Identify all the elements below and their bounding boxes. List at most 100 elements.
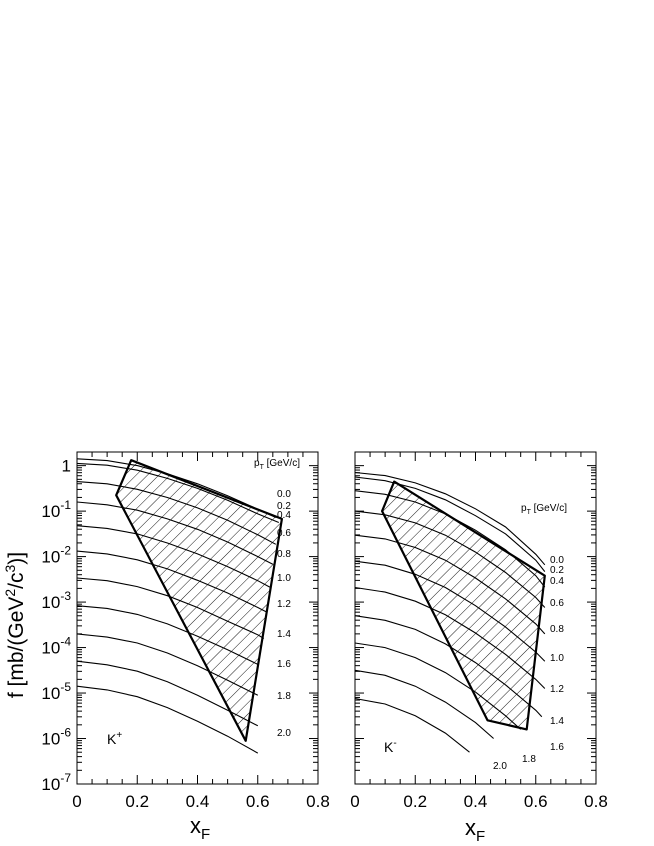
kminus-hatched-region — [381, 480, 546, 731]
kminus-plot-frame — [354, 451, 597, 785]
kminus-curve-label-1.6: 1.6 — [550, 742, 564, 753]
kminus-curve-pt-0.2 — [354, 476, 546, 572]
kminus-x-axis-title-sub: F — [476, 828, 485, 845]
kplus-curve-label-0.4: 0.4 — [277, 510, 291, 521]
kplus-ticks: 0 0.2 0.4 0.6 0.8110-110-210-310-410-510-610… — [41, 452, 330, 811]
kplus-panel: 0 0.2 0.4 0.6 0.8110-110-210-310-410-510-610… — [41, 451, 330, 843]
kplus-x-tick-label: 0.4 — [186, 792, 210, 811]
kplus-x-tick-label: 0.2 — [125, 792, 149, 811]
kplus-curve-label-0.2: 0.2 — [277, 501, 291, 512]
y-tick-label: 1 — [62, 457, 71, 476]
kminus-curves — [354, 471, 546, 753]
kplus-curve-pt-2.0 — [76, 685, 259, 754]
kplus-curve-pt-1.0 — [76, 550, 268, 613]
kminus-curve-pt-0.4 — [354, 490, 546, 588]
y-axis-title: f [mb/(GeV2/c3)] — [2, 552, 28, 698]
kminus-curve-label-0.8: 0.8 — [550, 624, 564, 635]
kplus-curve-labels: 0.00.20.4 0.6 0.8 1.0 1.2 1.4 1.6 1.8 2.0 — [277, 489, 291, 739]
kplus-curves — [76, 458, 280, 754]
kplus-curve-pt-0.6 — [76, 501, 274, 565]
kplus-curve-label-1.4: 1.4 — [277, 629, 291, 640]
y-tick-label: 10-5 — [41, 680, 71, 703]
kplus-particle-sup: + — [116, 730, 122, 741]
kplus-curve-label-1.0: 1.0 — [277, 573, 291, 584]
y-axis-title-mid: /c — [5, 572, 28, 588]
kplus-x-axis-title-base: x — [190, 813, 201, 838]
kminus-curve-pt-1.2 — [354, 586, 546, 689]
kplus-x-tick-label: 0.6 — [246, 792, 270, 811]
y-tick-label: 10-3 — [41, 589, 71, 612]
kplus-curve-label-0.6: 0.6 — [277, 528, 291, 539]
kminus-curve-pt-0.0 — [354, 471, 546, 566]
kminus-curve-pt-2.0 — [354, 697, 470, 753]
kminus-particle-base: K — [384, 739, 394, 755]
kplus-legend-title-base: p — [254, 458, 260, 469]
kplus-x-axis-title-sub: F — [201, 826, 210, 843]
kminus-curve-label-1.8: 1.8 — [522, 754, 536, 765]
kplus-curve-pt-0.0 — [76, 458, 277, 519]
kplus-legend-title-sub: T — [260, 464, 265, 471]
kminus-curve-pt-1.8 — [354, 669, 494, 739]
y-tick-label: 10-7 — [41, 771, 71, 794]
kplus-legend-title-unit: [GeV/c] — [264, 458, 300, 469]
kminus-curve-label-0.4: 0.4 — [550, 576, 564, 587]
kminus-x-tick-label: 0.8 — [584, 792, 608, 811]
kminus-particle-label: K- — [384, 738, 397, 755]
kplus-curve-pt-0.4 — [76, 481, 277, 545]
kplus-curve-label-0.0: 0.0 — [277, 489, 291, 500]
kminus-curve-label-1.4: 1.4 — [550, 716, 564, 727]
kminus-particle-sup: - — [393, 738, 396, 749]
kminus-x-tick-label: 0.4 — [464, 792, 488, 811]
kminus-legend-title-base: p — [521, 503, 527, 514]
kminus-legend-title-sub: T — [527, 509, 532, 516]
kminus-curve-pt-1.0 — [354, 560, 546, 662]
kplus-curve-label-1.2: 1.2 — [277, 599, 291, 610]
kplus-curve-pt-1.4 — [76, 605, 259, 665]
y-tick-label: 10-2 — [41, 544, 71, 567]
y-axis-title-end: )] — [5, 552, 28, 565]
y-axis-title-sup2: 3 — [2, 564, 18, 572]
kplus-curve-pt-1.8 — [76, 660, 259, 727]
kplus-legend-title: pT [GeV/c] — [254, 458, 300, 471]
kplus-curve-pt-0.8 — [76, 525, 271, 588]
kminus-curve-labels: 0.00.20.4 0.6 0.8 1.0 1.2 1.4 1.6 1.8 2.0 — [493, 555, 564, 772]
kminus-curve-label-0.2: 0.2 — [550, 565, 564, 576]
y-tick-label: 10-4 — [41, 635, 71, 658]
kminus-curve-label-1.0: 1.0 — [550, 653, 564, 664]
kplus-curve-pt-1.6 — [76, 633, 259, 696]
kplus-curve-pt-1.2 — [76, 577, 265, 639]
kminus-hatched-polygon — [381, 480, 546, 731]
kminus-curve-label-1.2: 1.2 — [550, 684, 564, 695]
kminus-curve-pt-0.6 — [354, 510, 546, 608]
kminus-x-tick-label: 0 — [350, 792, 359, 811]
y-tick-label: 10-1 — [41, 498, 71, 521]
kminus-curve-pt-0.8 — [354, 534, 546, 635]
kminus-x-axis-title: xF — [465, 815, 485, 845]
y-axis-title-main: f [mb/(GeV — [5, 597, 28, 699]
kminus-x-tick-label: 0.2 — [403, 792, 427, 811]
kminus-curve-label-0.0: 0.0 — [550, 555, 564, 566]
y-axis-title-sup1: 2 — [2, 589, 18, 597]
y-tick-label: 10-6 — [41, 726, 71, 749]
kplus-curve-label-1.8: 1.8 — [277, 691, 291, 702]
kplus-curve-label-2.0: 2.0 — [277, 728, 291, 739]
kplus-curve-label-1.6: 1.6 — [277, 659, 291, 670]
kplus-x-tick-label: 0 — [72, 792, 81, 811]
kplus-particle-base: K — [107, 731, 117, 747]
kminus-curve-label-2.0: 2.0 — [493, 761, 507, 772]
kminus-curve-label-0.6: 0.6 — [550, 598, 564, 609]
kplus-curve-label-0.8: 0.8 — [277, 549, 291, 560]
kminus-x-tick-label: 0.6 — [524, 792, 548, 811]
kplus-x-tick-label: 0.8 — [306, 792, 330, 811]
kplus-plot-frame — [76, 451, 319, 785]
kplus-particle-label: K+ — [107, 730, 122, 747]
kminus-curve-pt-1.6 — [354, 642, 522, 730]
kminus-legend-title: pT [GeV/c] — [521, 503, 567, 516]
kplus-hatched-polygon — [115, 459, 283, 742]
kminus-curve-pt-1.4 — [354, 615, 543, 718]
kplus-curve-pt-0.2 — [76, 462, 280, 524]
kminus-legend-title-unit: [GeV/c] — [531, 503, 567, 514]
kplus-x-axis-title: xF — [190, 813, 210, 843]
kminus-x-axis-title-base: x — [465, 815, 476, 840]
